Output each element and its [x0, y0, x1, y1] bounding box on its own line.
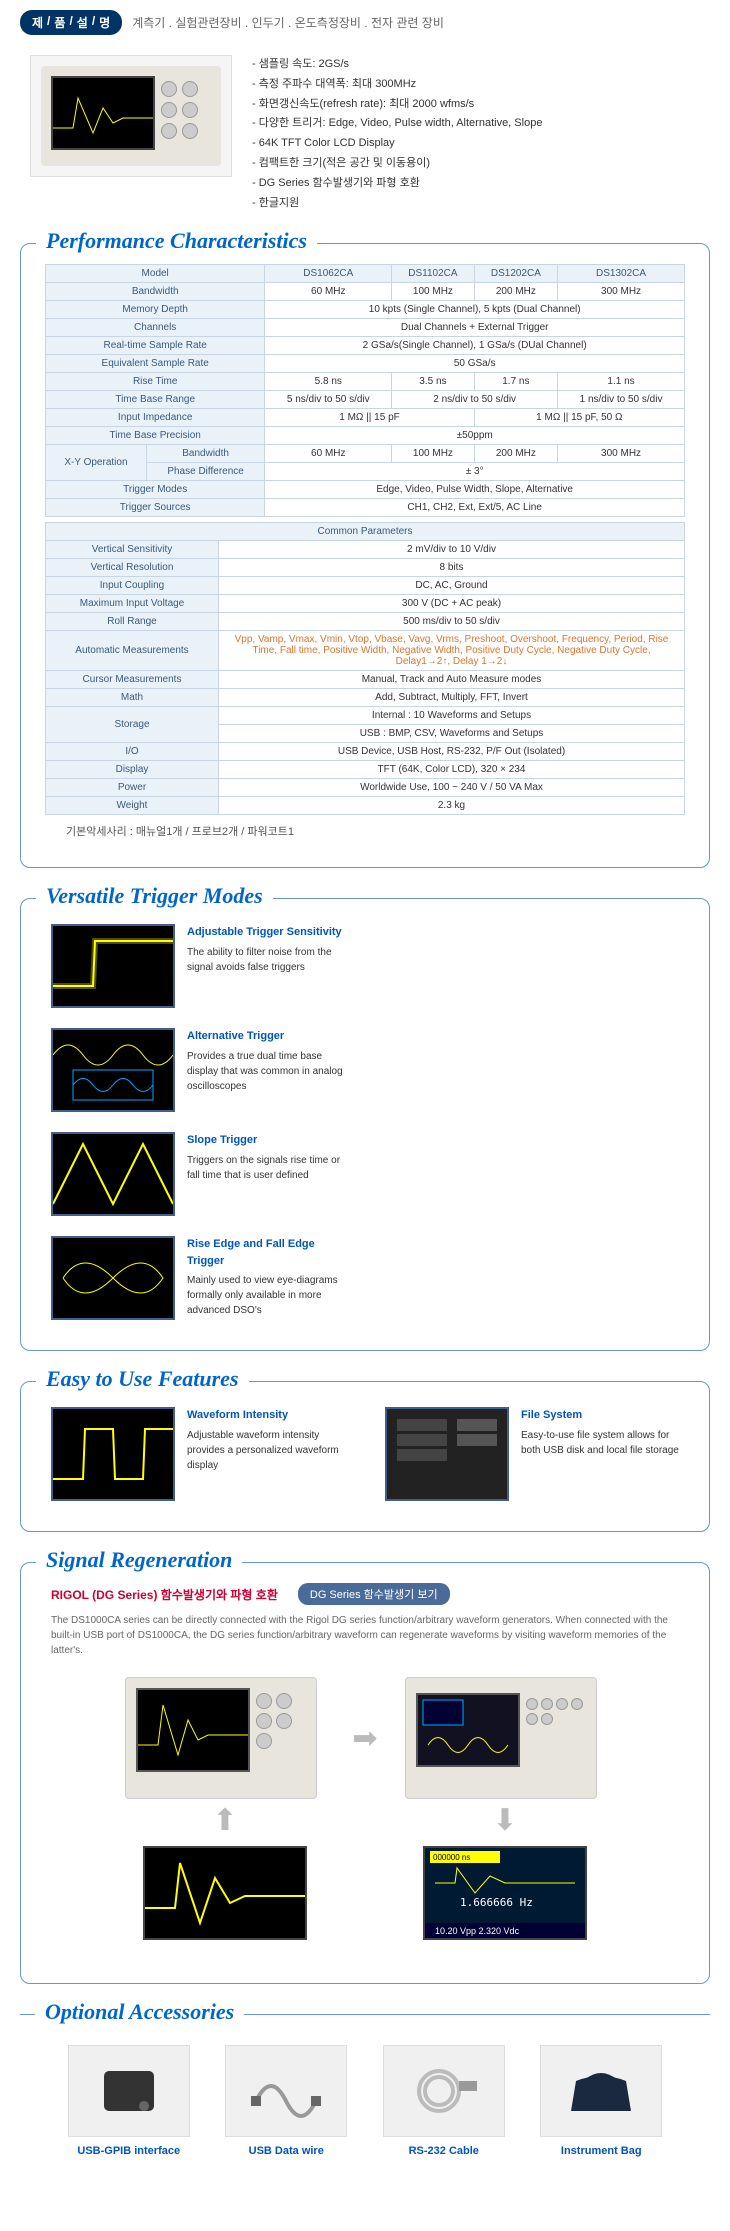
signal-description: The DS1000CA series can be directly conn… [51, 1613, 679, 1658]
spec-table-2: Common Parameters Vertical Sensitivity2 … [45, 522, 685, 815]
trigger-desc: Triggers on the signals rise time or fal… [187, 1153, 351, 1183]
product-intro: - 샘플링 속도: 2GS/s - 측정 주파수 대역폭: 최대 300MHz … [0, 40, 730, 228]
signal-diagram: ➡ ⬆ ⬇ 000000 ns [51, 1673, 679, 1943]
accessory-item: RS-232 Cable [374, 2045, 514, 2157]
trigger-title: Rise Edge and Fall Edge Trigger [187, 1236, 351, 1269]
section-title-trigger: Versatile Trigger Modes [36, 883, 273, 909]
trigger-item: Rise Edge and Fall Edge Trigger Mainly u… [51, 1236, 351, 1320]
easy-title: Waveform Intensity [187, 1407, 345, 1424]
accessory-label: USB Data wire [216, 2145, 356, 2157]
spec-line: - 화면갱신속도(refresh rate): 최대 2000 wfms/s [252, 95, 542, 115]
accessory-image [540, 2045, 662, 2137]
trigger-item: Alternative Trigger Provides a true dual… [51, 1028, 351, 1112]
signal-section: Signal Regeneration RIGOL (DG Series) 함수… [20, 1562, 710, 1984]
easy-desc: Easy-to-use file system allows for both … [521, 1428, 679, 1458]
accessory-label: RS-232 Cable [374, 2145, 514, 2157]
header-subtitle: 계측기 . 실험관련장비 . 인두기 . 온도측정장비 . 전자 관련 장비 [132, 14, 444, 31]
accessory-image [68, 2045, 190, 2137]
accessory-label: Instrument Bag [531, 2145, 671, 2157]
accessories-section: Optional Accessories USB-GPIB interface … [20, 2014, 710, 2217]
product-image [30, 55, 232, 177]
signal-title: RIGOL (DG Series) 함수발생기와 파형 호환 [51, 1586, 278, 1603]
svg-text:1.666666 Hz: 1.666666 Hz [460, 1896, 533, 1909]
trigger-desc: Provides a true dual time base display t… [187, 1049, 351, 1094]
trigger-thumb [51, 1236, 175, 1320]
spec-line: - 샘플링 속도: 2GS/s [252, 55, 542, 75]
spec-line: - 컴팩트한 크기(적은 공간 및 이동용이) [252, 154, 542, 174]
easy-desc: Adjustable waveform intensity provides a… [187, 1428, 345, 1473]
spec-line: - DG Series 함수발생기와 파형 호환 [252, 174, 542, 194]
accessory-image [225, 2045, 347, 2137]
generator-screen-icon: 000000 ns 1.666666 Hz 10.20 Vpp 2.320 Vd… [423, 1846, 587, 1940]
trigger-thumb [51, 924, 175, 1008]
trigger-title: Slope Trigger [187, 1132, 351, 1149]
spec-line: - 측정 주파수 대역폭: 최대 300MHz [252, 75, 542, 95]
spec-line: - 다양한 트리거: Edge, Video, Pulse width, Alt… [252, 114, 542, 134]
performance-section: Performance Characteristics Model DS1062… [20, 243, 710, 868]
oscilloscope-icon [125, 1677, 317, 1799]
easy-item: Waveform Intensity Adjustable waveform i… [51, 1407, 345, 1501]
trigger-thumb [51, 1028, 175, 1112]
header-pill: 제 / 품 / 설 / 명 [20, 10, 122, 35]
easy-thumb [385, 1407, 509, 1501]
accessory-item: USB Data wire [216, 2045, 356, 2157]
section-title-easy: Easy to Use Features [36, 1366, 249, 1392]
trigger-title: Alternative Trigger [187, 1028, 351, 1045]
accessory-item: Instrument Bag [531, 2045, 671, 2157]
section-title-accessories: Optional Accessories [35, 1999, 244, 2025]
accessory-label: USB-GPIB interface [59, 2145, 199, 2157]
section-title-signal: Signal Regeneration [36, 1547, 242, 1573]
svg-text:000000 ns: 000000 ns [433, 1853, 470, 1862]
easy-thumb [51, 1407, 175, 1501]
easy-item: File System Easy-to-use file system allo… [385, 1407, 679, 1501]
intro-spec-list: - 샘플링 속도: 2GS/s - 측정 주파수 대역폭: 최대 300MHz … [252, 55, 542, 213]
trigger-desc: The ability to filter noise from the sig… [187, 945, 351, 975]
easy-title: File System [521, 1407, 679, 1424]
spec-line: - 한글지원 [252, 194, 542, 214]
spec-table-1: Model DS1062CA DS1102CA DS1202CA DS1302C… [45, 264, 685, 517]
accessory-image [383, 2045, 505, 2137]
signal-link-button[interactable]: DG Series 함수발생기 보기 [298, 1583, 450, 1605]
spec-line: - 64K TFT Color LCD Display [252, 134, 542, 154]
product-description-header: 제 / 품 / 설 / 명 계측기 . 실험관련장비 . 인두기 . 온도측정장… [20, 10, 730, 35]
easy-section: Easy to Use Features Waveform Intensity … [20, 1381, 710, 1532]
arrow-down-icon: ⬇ [492, 1803, 517, 1838]
accessory-item: USB-GPIB interface [59, 2045, 199, 2157]
svg-text:10.20 Vpp 2.320 Vdc: 10.20 Vpp 2.320 Vdc [435, 1926, 520, 1936]
scope-screen-icon [143, 1846, 307, 1940]
generator-icon [405, 1677, 597, 1799]
trigger-desc: Mainly used to view eye-diagrams formall… [187, 1273, 351, 1318]
accessories-note: 기본악세사리 : 매뉴얼1개 / 프로브2개 / 파워코트1 [66, 823, 664, 839]
trigger-thumb [51, 1132, 175, 1216]
arrow-right-icon: ➡ [352, 1721, 377, 1756]
trigger-title: Adjustable Trigger Sensitivity [187, 924, 351, 941]
trigger-item: Slope Trigger Triggers on the signals ri… [51, 1132, 351, 1216]
trigger-section: Versatile Trigger Modes Adjustable Trigg… [20, 898, 710, 1351]
arrow-up-icon: ⬆ [212, 1803, 237, 1838]
trigger-item: Adjustable Trigger Sensitivity The abili… [51, 924, 351, 1008]
section-title-perf: Performance Characteristics [36, 228, 317, 254]
